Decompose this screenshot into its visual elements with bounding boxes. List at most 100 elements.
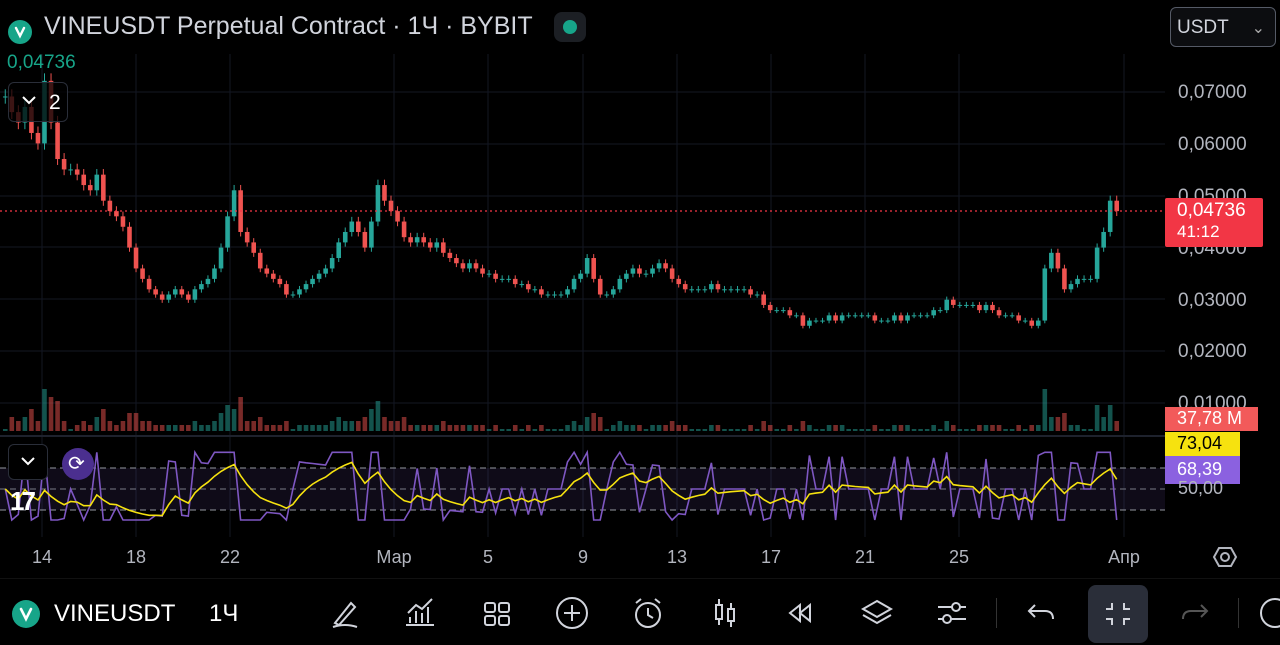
candle-body (153, 289, 158, 295)
volume-bar (983, 425, 989, 431)
candle-body (447, 252, 453, 259)
volume-bar (957, 429, 963, 431)
volume-bar (467, 425, 472, 431)
candle-body (486, 273, 492, 275)
draw-icon[interactable] (325, 593, 365, 633)
volume-bar (872, 425, 878, 431)
candle-body (55, 122, 60, 160)
indicators-icon[interactable] (400, 593, 440, 633)
candle-body (1062, 268, 1067, 290)
volume-bar (9, 417, 15, 431)
symbol-title[interactable]: VINEUSDT Perpetual Contract · 1Ч · BYBIT (44, 12, 533, 40)
candle-body (709, 284, 714, 290)
indicators-collapse-button[interactable]: 2 (8, 82, 68, 122)
volume-bar (303, 425, 309, 431)
volume-bar (617, 421, 623, 431)
account-icon[interactable] (1255, 593, 1280, 633)
candle-body (127, 226, 132, 248)
layouts-icon[interactable] (477, 593, 517, 633)
candle-body (846, 315, 851, 317)
replay-icon[interactable] (780, 593, 820, 633)
volume-bar (597, 417, 603, 431)
volume-bar (2, 429, 8, 431)
candle-body (434, 242, 440, 248)
volume-bar (127, 413, 132, 431)
chevron-down-icon (19, 452, 37, 475)
volume-bar (349, 421, 355, 431)
candle-body (669, 268, 675, 279)
candle-body (924, 315, 930, 317)
candle-body (696, 289, 701, 291)
rsi-pane-collapse-button[interactable] (8, 444, 48, 480)
volume-bar (558, 429, 564, 431)
volume-bar (414, 425, 420, 431)
candles (2, 73, 1120, 329)
volume-bar (519, 429, 525, 431)
candle-body (1101, 231, 1106, 248)
currency-select[interactable]: USDT ⌄ (1170, 7, 1276, 47)
volume-bar (454, 425, 459, 431)
time-label: 17 (760, 547, 782, 567)
volume-bar (931, 425, 936, 431)
volume-bar (852, 429, 858, 431)
volume-bar (722, 429, 727, 431)
volume-bar (460, 425, 466, 431)
volume-bar (839, 425, 845, 431)
layers-icon[interactable] (857, 593, 897, 633)
volume-bar (323, 425, 328, 431)
chart-settings-icon[interactable] (1212, 544, 1238, 570)
redo-icon[interactable] (1175, 593, 1215, 633)
undo-icon[interactable] (1021, 593, 1061, 633)
price-chart[interactable] (0, 0, 1280, 537)
market-status-icon[interactable] (554, 12, 586, 42)
fullscreen-exit-icon[interactable] (1088, 585, 1148, 643)
volume-bar (571, 421, 577, 431)
bottom-toolbar (0, 578, 1280, 645)
chart-type-icon[interactable] (705, 593, 745, 633)
candle-body (794, 315, 799, 317)
volume-bar (244, 421, 250, 431)
candle-body (467, 263, 472, 269)
candle-body (303, 284, 309, 290)
volume-bar (1075, 425, 1080, 431)
candle-body (885, 320, 891, 322)
add-icon[interactable] (552, 593, 592, 633)
volume-bar (964, 429, 969, 431)
volume-bar (480, 425, 485, 431)
refresh-icon[interactable]: ⟳ (62, 448, 94, 480)
candle-body (87, 185, 93, 191)
candle-body (1029, 320, 1035, 326)
candle-body (957, 304, 963, 306)
candle-body (859, 315, 865, 317)
volume-bar (1042, 389, 1048, 431)
volume-bar (676, 425, 681, 431)
volume-bar (689, 429, 695, 431)
candle-body (225, 216, 230, 248)
volume-bar (434, 425, 440, 431)
vine-logo-icon (12, 600, 40, 628)
settings-sliders-icon[interactable] (932, 593, 972, 633)
candle-body (820, 320, 825, 322)
volume-bar (552, 429, 557, 431)
volume-bar (225, 405, 230, 431)
symbol-button[interactable]: VINEUSDT (54, 600, 176, 627)
candle-body (1094, 247, 1100, 279)
rsi-line (4, 449, 1118, 523)
volume-bar (611, 425, 616, 431)
candle-body (244, 231, 250, 243)
candle-body (1042, 268, 1048, 321)
interval-button[interactable]: 1Ч (209, 600, 239, 627)
volume-bar (885, 429, 891, 431)
candle-body (414, 237, 420, 243)
candle-body (545, 294, 551, 296)
volume-bar (833, 425, 838, 431)
volume-bar (81, 421, 87, 431)
volume-bar (329, 421, 335, 431)
volume-bar (153, 425, 158, 431)
volume-bar (1009, 429, 1015, 431)
candle-body (931, 310, 936, 316)
volume-bar (493, 425, 498, 431)
volume-bar (669, 421, 675, 431)
volume-bar (787, 425, 793, 431)
alert-icon[interactable] (628, 593, 668, 633)
